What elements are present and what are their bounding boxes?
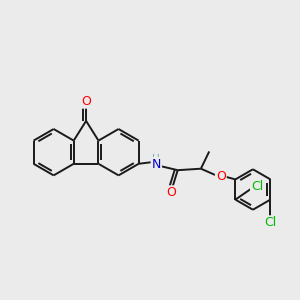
Text: O: O [216,169,226,183]
Text: Cl: Cl [251,180,263,193]
Text: O: O [81,95,91,108]
Text: Cl: Cl [264,216,277,229]
Text: O: O [166,186,176,199]
Text: H: H [152,154,160,164]
Text: N: N [152,158,161,171]
